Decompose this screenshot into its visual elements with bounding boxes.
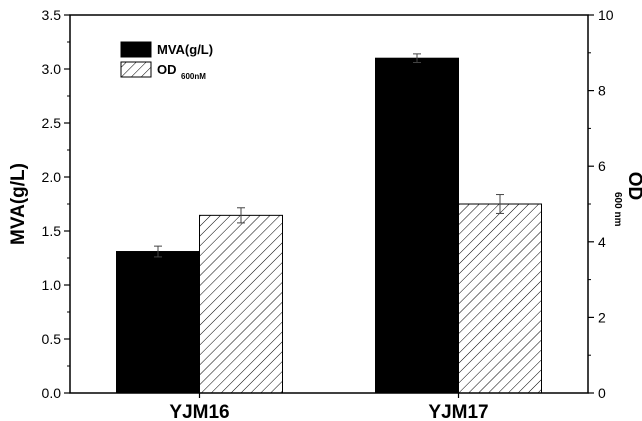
y-tick-label: 1.5 [42,223,62,239]
legend-label-mva: MVA(g/L) [157,42,213,57]
y2-tick-label: 10 [598,7,614,23]
y-tick-label: 0.5 [42,331,62,347]
y2-tick-label: 6 [598,158,606,174]
bars-layer [116,57,542,394]
y-tick-label: 0.0 [42,385,62,401]
bar-od-yjm17 [458,203,542,394]
legend: MVA(g/L) OD 600nM [120,41,213,81]
legend-swatch-mva [120,41,152,58]
y-axis-title: MVA(g/L) [8,163,29,245]
y-tick-label: 3.5 [42,7,62,23]
y2-axis-title-main: OD [624,172,642,201]
category-labels: YJM16 YJM17 [169,393,489,421]
y2-tick-label: 0 [598,385,606,401]
y-tick-label: 3.0 [42,61,62,77]
bar-mva-yjm17 [375,57,459,394]
left-axis-ticks: 0.0 0.5 1.0 1.5 2.0 2.5 3.0 3.5 [42,7,70,401]
x-category-label: YJM16 [169,402,229,421]
right-axis-ticks: 0 2 4 6 8 10 [588,7,614,401]
legend-label-od-sub: 600nM [181,72,206,81]
y2-axis-title-sub: 600 nm [612,192,623,227]
y2-tick-label: 2 [598,309,606,325]
y-tick-label: 1.0 [42,277,62,293]
y2-axis-title: OD 600 nm [612,172,642,227]
y2-tick-label: 8 [598,83,606,99]
error-bars-layer [154,53,504,258]
y-tick-label: 2.5 [42,115,62,131]
y-tick-label: 2.0 [42,169,62,185]
y2-tick-label: 4 [598,234,606,250]
legend-label-od: OD [157,62,177,77]
bar-mva-yjm16 [116,251,200,394]
bar-od-yjm16 [199,214,283,394]
legend-swatch-od [120,61,152,78]
x-category-label: YJM17 [428,402,488,421]
